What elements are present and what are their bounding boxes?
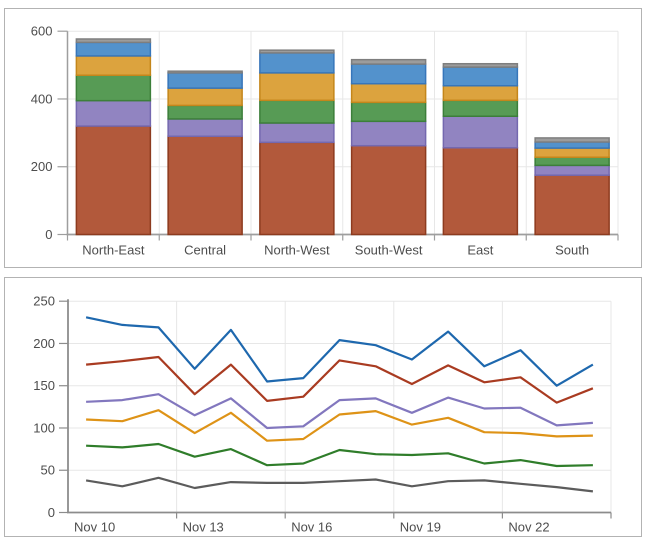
bar-segment-series-5-blue[interactable]: [350, 63, 427, 85]
stacked-bar-chart-panel: 0 200 400 600 North-East Central North-West Sou…: [4, 8, 642, 268]
bar-series-group: [75, 38, 610, 236]
line-axes: [59, 299, 612, 519]
bar-segment-series-6-gray[interactable]: [167, 70, 243, 74]
line-green[interactable]: [86, 442, 593, 468]
bar-segment-series-1-rust[interactable]: [350, 144, 427, 236]
line-y-tick-label: 150: [33, 378, 55, 393]
bar-segment-series-3-green[interactable]: [350, 101, 427, 123]
bar-y-tick-label: 0: [45, 227, 52, 242]
bar-segment-series-5-blue[interactable]: [167, 72, 243, 89]
bar-segment-series-3-green[interactable]: [534, 156, 610, 167]
bar-segment-series-1-rust[interactable]: [534, 174, 610, 236]
bar-category-label: North-East: [82, 243, 145, 258]
bar-segment-series-2-purple[interactable]: [75, 99, 152, 127]
stacked-bar-chart[interactable]: 0 200 400 600 North-East Central North-West Sou…: [5, 9, 640, 266]
bar-segment-series-2-purple[interactable]: [534, 164, 610, 176]
bar-segment-series-5-blue[interactable]: [259, 52, 335, 74]
line-purple[interactable]: [86, 393, 593, 430]
bar-segment-series-5-blue[interactable]: [442, 66, 519, 87]
line-series-group: [85, 316, 594, 493]
bar-segment-series-6-gray[interactable]: [442, 62, 519, 68]
bar-segment-series-4-gold[interactable]: [259, 72, 335, 102]
bar-y-tick-label: 400: [31, 91, 53, 106]
line-y-tick-label: 200: [33, 336, 55, 351]
line-y-tick-label: 250: [33, 294, 55, 309]
bar-segment-series-6-gray[interactable]: [534, 137, 610, 143]
bar-axes: [57, 30, 619, 241]
bar-segment-series-2-purple[interactable]: [442, 115, 519, 149]
line-chart[interactable]: 0 50 100 150 200 250 Nov 10 Nov 13 Nov 16 Nov 19 N…: [5, 278, 640, 535]
bar-category-label: East: [467, 243, 493, 258]
bar-segment-series-4-gold[interactable]: [534, 147, 610, 158]
line-x-tick-label: Nov 10: [74, 520, 115, 535]
bar-segment-series-2-purple[interactable]: [259, 122, 335, 144]
bar-segment-series-5-blue[interactable]: [75, 41, 152, 57]
bar-segment-series-4-gold[interactable]: [442, 85, 519, 102]
line-x-tick-label: Nov 22: [508, 520, 549, 535]
bar-category-label: Central: [184, 243, 226, 258]
bar-segment-series-1-rust[interactable]: [75, 125, 152, 236]
line-orange[interactable]: [86, 409, 593, 442]
line-gray[interactable]: [85, 476, 594, 493]
line-x-tick-label: Nov 19: [400, 520, 441, 535]
bar-segment-series-6-gray[interactable]: [259, 49, 335, 54]
bar-segment-series-3-green[interactable]: [259, 99, 335, 124]
line-x-tick-label: Nov 16: [291, 520, 332, 535]
bar-segment-series-3-green[interactable]: [75, 74, 152, 102]
bar-segment-series-3-green[interactable]: [442, 99, 519, 117]
bar-category-label: North-West: [264, 243, 330, 258]
line-chart-panel: 0 50 100 150 200 250 Nov 10 Nov 13 Nov 16 Nov 19 N…: [4, 277, 642, 537]
bar-segment-series-4-gold[interactable]: [167, 87, 243, 107]
bar-category-label: South-West: [355, 243, 423, 258]
bar-segment-series-1-rust[interactable]: [167, 135, 243, 236]
bar-segment-series-4-gold[interactable]: [75, 55, 152, 76]
line-blue[interactable]: [85, 316, 594, 387]
bar-category-label: South: [555, 243, 589, 258]
bar-segment-series-1-rust[interactable]: [442, 147, 519, 236]
bar-gridlines: [67, 30, 619, 235]
bar-segment-series-6-gray[interactable]: [350, 58, 427, 65]
line-y-tick-label: 0: [48, 505, 55, 520]
bar-segment-series-2-purple[interactable]: [167, 118, 243, 137]
bar-y-tick-label: 200: [31, 159, 53, 174]
bar-segment-series-2-purple[interactable]: [350, 120, 427, 147]
line-y-tick-label: 100: [33, 420, 55, 435]
bar-segment-series-3-green[interactable]: [167, 104, 243, 120]
bar-segment-series-1-rust[interactable]: [259, 141, 335, 236]
bar-segment-series-4-gold[interactable]: [350, 82, 427, 104]
bar-segment-series-6-gray[interactable]: [75, 38, 152, 44]
line-red[interactable]: [85, 355, 594, 404]
line-gridlines: [68, 300, 612, 513]
line-x-tick-label: Nov 13: [183, 520, 224, 535]
bar-y-tick-label: 600: [31, 24, 53, 39]
bar-segment-series-5-blue[interactable]: [534, 141, 610, 149]
line-y-tick-label: 50: [41, 463, 55, 478]
